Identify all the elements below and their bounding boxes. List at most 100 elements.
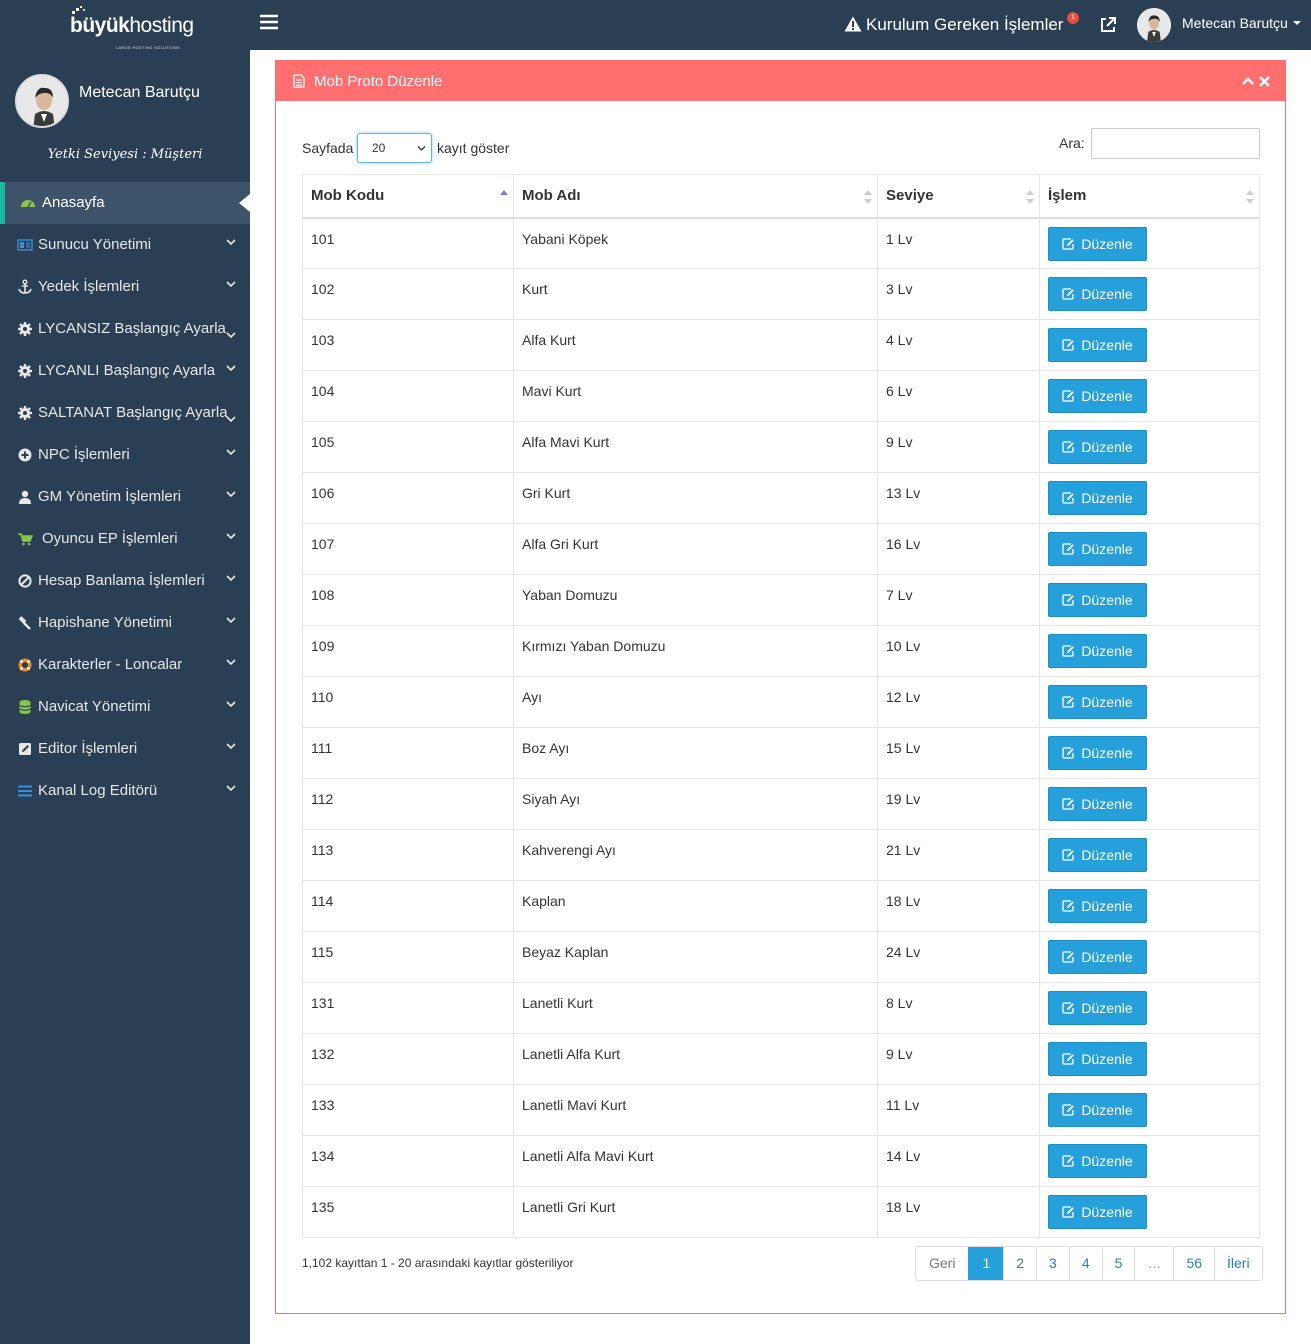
edit-button[interactable]: Düzenle [1048,1195,1147,1229]
menu-toggle-icon[interactable] [260,14,278,30]
edit-button[interactable]: Düzenle [1048,277,1147,311]
cell-mob-kodu: 113 [302,829,514,881]
cell-islem: Düzenle [1039,472,1260,524]
search-input[interactable] [1091,128,1260,159]
edit-button[interactable]: Düzenle [1048,532,1147,566]
edit-square-icon [1062,1053,1075,1065]
edit-button-label: Düzenle [1081,694,1133,710]
sidebar-item-oyuncu-ep[interactable]: Oyuncu EP İşlemleri [0,518,250,560]
sort-asc-icon [500,190,508,195]
top-user-avatar[interactable] [1137,8,1171,42]
edit-button-label: Düzenle [1081,592,1133,608]
edit-button-label: Düzenle [1081,388,1133,404]
pagination-page[interactable]: 5 [1101,1247,1135,1280]
pagination-page[interactable]: 1 [968,1247,1004,1280]
cell-mob-adi: Lanetli Kurt [513,982,878,1034]
edit-button[interactable]: Düzenle [1048,889,1147,923]
edit-button[interactable]: Düzenle [1048,328,1147,362]
sidebar-item-yedek[interactable]: Yedek İşlemleri [0,266,250,308]
cell-islem: Düzenle [1039,523,1260,575]
edit-button[interactable]: Düzenle [1048,379,1147,413]
sidebar-item-hapishane[interactable]: Hapishane Yönetimi [0,602,250,644]
chevron-down-icon [226,365,236,372]
table-row: 112 Siyah Ayı 19 Lv Düzenle [302,778,1260,830]
edit-button[interactable]: Düzenle [1048,838,1147,872]
external-link-icon[interactable] [1099,16,1117,34]
table-row: 106 Gri Kurt 13 Lv Düzenle [302,472,1260,524]
pagination-page[interactable]: 56 [1173,1247,1214,1280]
edit-square-icon [1062,747,1075,759]
avatar-person-icon [17,76,67,126]
edit-button[interactable]: Düzenle [1048,1144,1147,1178]
edit-square-icon [1062,1002,1075,1014]
sidebar-item-lycanli[interactable]: LYCANLI Başlangıç Ayarla [0,350,250,392]
user-menu-toggle[interactable]: Metecan Barutçu [1182,15,1301,31]
sidebar-item-kanal-log[interactable]: Kanal Log Editörü [0,770,250,812]
panel-header: Mob Proto Düzenle [276,61,1285,101]
edit-button[interactable]: Düzenle [1048,481,1147,515]
edit-button[interactable]: Düzenle [1048,1093,1147,1127]
cell-seviye: 3 Lv [877,268,1040,320]
chevron-down-icon [226,533,236,540]
cell-mob-kodu: 106 [302,472,514,524]
edit-button[interactable]: Düzenle [1048,226,1147,261]
edit-square-icon [1062,798,1075,810]
cell-islem: Düzenle [1039,778,1260,830]
edit-button-label: Düzenle [1081,490,1133,506]
chevron-up-icon[interactable] [1242,76,1254,86]
brand-logo[interactable]: büyükhosting LARGE HOSTING SOLUTIONS [70,6,194,50]
sidebar-item-lycansiz[interactable]: LYCANSIZ Başlangıç Ayarla [0,308,250,350]
chevron-down-icon [226,239,236,246]
sidebar-item-navicat[interactable]: Navicat Yönetimi [0,686,250,728]
sidebar-item-editor[interactable]: Editor İşlemleri [0,728,250,770]
sort-both-icon [1026,190,1034,204]
pagination-page[interactable]: 2 [1003,1247,1036,1280]
edit-button[interactable]: Düzenle [1048,991,1147,1025]
pagination-page[interactable]: 3 [1036,1247,1069,1280]
cell-islem: Düzenle [1039,1084,1260,1136]
pagination-next[interactable]: İleri [1214,1247,1262,1280]
table-row: 113 Kahverengi Ayı 21 Lv Düzenle [302,829,1260,881]
edit-button[interactable]: Düzenle [1048,940,1147,974]
column-header-islem[interactable]: İşlem [1039,174,1260,219]
pagination-page[interactable]: 4 [1068,1247,1102,1280]
close-icon[interactable] [1259,76,1270,87]
cell-islem: Düzenle [1039,982,1260,1034]
dashboard-icon [21,200,35,208]
anchor-icon [18,279,32,294]
edit-button[interactable]: Düzenle [1048,1042,1147,1076]
edit-button-label: Düzenle [1081,1000,1133,1016]
setup-alerts-link[interactable]: Kurulum Gereken İşlemler [844,15,1063,35]
sidebar-item-gm[interactable]: GM Yönetim İşlemleri [0,476,250,518]
sidebar-item-npc[interactable]: NPC İşlemleri [0,434,250,476]
sidebar-item-anasayfa[interactable]: Anasayfa [0,182,250,224]
sidebar-item-saltanat[interactable]: SALTANAT Başlangıç Ayarla [0,392,250,434]
chevron-down-icon [226,416,236,423]
cell-mob-adi: Kurt [513,268,878,320]
page-length-select[interactable]: 20 [357,133,432,163]
cell-islem: Düzenle [1039,421,1260,473]
edit-button[interactable]: Düzenle [1048,583,1147,617]
edit-button[interactable]: Düzenle [1048,685,1147,719]
edit-button[interactable]: Düzenle [1048,430,1147,464]
column-header-mob-adi[interactable]: Mob Adı [513,174,878,219]
cell-mob-kodu: 110 [302,676,514,728]
pagination-prev[interactable]: Geri [929,1255,956,1271]
sidebar-item-sunucu[interactable]: Sunucu Yönetimi [0,224,250,266]
column-header-mob-kodu[interactable]: Mob Kodu [302,174,514,219]
sidebar-item-label: Karakterler - Loncalar [38,656,183,673]
sidebar-item-karakterler[interactable]: Karakterler - Loncalar [0,644,250,686]
edit-square-icon [1062,390,1075,402]
cell-mob-adi: Alfa Gri Kurt [513,523,878,575]
profile-avatar[interactable] [15,74,69,128]
sidebar-item-hesap-ban[interactable]: Hesap Banlama İşlemleri [0,560,250,602]
table-row: 114 Kaplan 18 Lv Düzenle [302,880,1260,932]
edit-button[interactable]: Düzenle [1048,736,1147,770]
edit-button[interactable]: Düzenle [1048,634,1147,668]
chevron-down-icon [226,491,236,498]
column-header-seviye[interactable]: Seviye [877,174,1040,219]
chevron-down-icon [226,701,236,708]
gavel-icon [18,616,31,630]
edit-button[interactable]: Düzenle [1048,787,1147,821]
table-row: 107 Alfa Gri Kurt 16 Lv Düzenle [302,523,1260,575]
